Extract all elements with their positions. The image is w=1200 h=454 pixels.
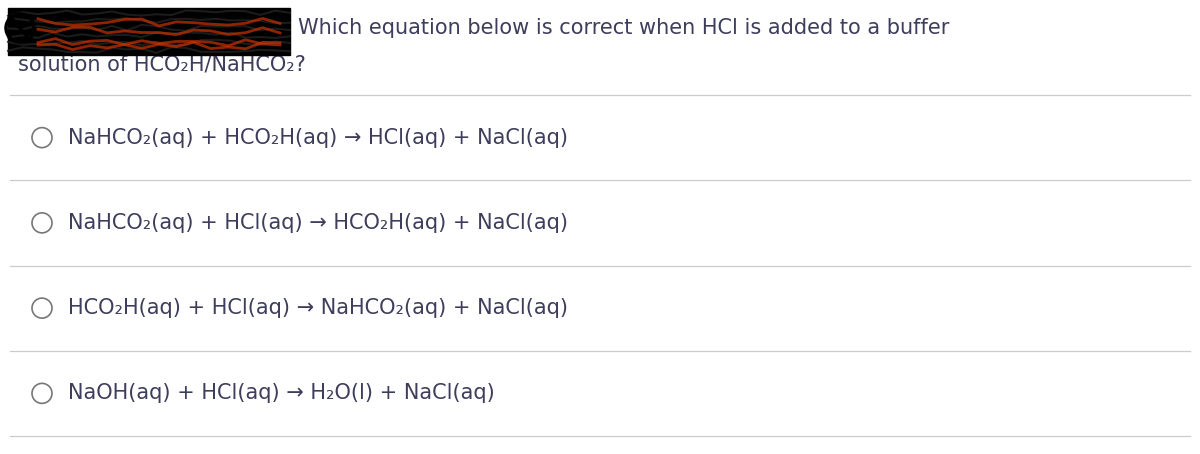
Bar: [8, 8, 290, 55]
Text: Which equation below is correct when HCl is added to a buffer: Which equation below is correct when HCl…: [298, 18, 949, 38]
Text: NaOH(aq) + HCl(aq) → H₂O(l) + NaCl(aq): NaOH(aq) + HCl(aq) → H₂O(l) + NaCl(aq): [68, 383, 494, 403]
Text: HCO₂H(aq) + HCl(aq) → NaHCO₂(aq) + NaCl(aq): HCO₂H(aq) + HCl(aq) → NaHCO₂(aq) + NaCl(…: [68, 298, 568, 318]
Text: NaHCO₂(aq) + HCO₂H(aq) → HCl(aq) + NaCl(aq): NaHCO₂(aq) + HCO₂H(aq) → HCl(aq) + NaCl(…: [68, 128, 568, 148]
Text: solution of HCO₂H/NaHCO₂?: solution of HCO₂H/NaHCO₂?: [18, 55, 306, 75]
Text: NaHCO₂(aq) + HCl(aq) → HCO₂H(aq) + NaCl(aq): NaHCO₂(aq) + HCl(aq) → HCO₂H(aq) + NaCl(…: [68, 213, 568, 233]
